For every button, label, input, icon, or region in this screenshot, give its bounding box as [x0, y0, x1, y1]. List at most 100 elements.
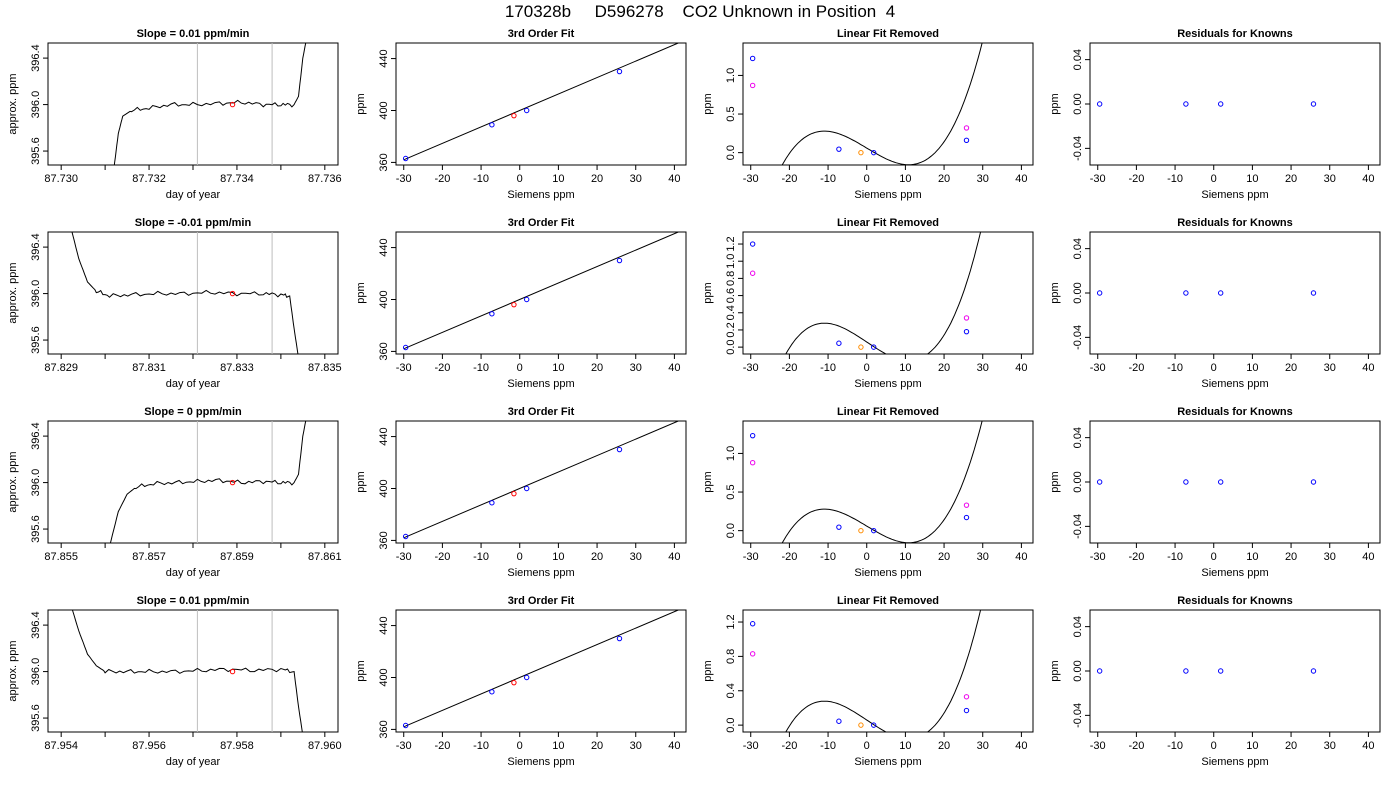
chart-6-point-blue — [870, 344, 877, 350]
chart-13-point-blue — [402, 722, 409, 729]
chart-13-ytick-label: 360 — [378, 720, 390, 738]
chart-5-xtick-label: 30 — [630, 362, 642, 374]
chart-6-title: Linear Fit Removed — [837, 217, 939, 229]
chart-3-panel: Residuals for Knowns -30 -20 -10 0 10 20 30 40 -0… — [1049, 28, 1381, 201]
chart-14-xtick-label: -20 — [781, 740, 797, 752]
chart-11-ylabel: ppm — [1049, 471, 1061, 492]
chart-13-xtick-label: -30 — [396, 740, 412, 752]
chart-8-ytick-label: 395.6 — [30, 515, 42, 543]
chart-5-point-blue — [489, 311, 495, 317]
chart-6-point-orange — [858, 344, 864, 350]
chart-11-xtick-label: 30 — [1324, 551, 1336, 563]
chart-5-xtick-label: 0 — [517, 362, 523, 374]
chart-8-xtick-label: 87.859 — [220, 551, 254, 563]
chart-3-ylabel: ppm — [1049, 93, 1061, 114]
chart-10-xtick-label: 40 — [1015, 551, 1027, 563]
chart-9-marks — [402, 421, 679, 540]
chart-13-point-blue — [616, 635, 623, 642]
chart-5-xtick-label: -20 — [434, 362, 450, 374]
chart-12-ytick-label: 396.4 — [30, 611, 42, 639]
chart-0-ytick-label: 396.4 — [30, 44, 42, 72]
chart-12-xtick-label: 87.954 — [44, 740, 78, 752]
chart-6-ytick-label: 0.0 — [725, 339, 737, 354]
chart-4-marks — [71, 232, 299, 354]
chart-9-fit-line — [403, 421, 679, 539]
chart-10-point-magenta — [749, 459, 756, 466]
chart-14-ytick-label: 0.8 — [725, 649, 737, 664]
chart-14-xtick-label: -10 — [820, 740, 836, 752]
chart-7-point-blue — [1096, 290, 1103, 296]
chart-13-ylabel: ppm — [355, 660, 367, 681]
chart-2-point-magenta — [749, 82, 756, 89]
chart-3-ytick-label: 0.00 — [1072, 93, 1084, 114]
chart-14-panel: Linear Fit Removed -30 -20 -10 0 10 20 30 40 0.0 0… — [702, 595, 1034, 768]
chart-0-panel: Slope = 0.01 ppm/min 87.730 87.732 87.734 87… — [7, 28, 342, 201]
chart-14-xtick-label: 30 — [977, 740, 989, 752]
chart-8-ytick-label: 396.0 — [30, 469, 42, 497]
chart-15-frame — [1089, 609, 1381, 733]
chart-5-xtick-label: 40 — [668, 362, 680, 374]
chart-14-point-blue — [836, 718, 842, 724]
chart-13-xtick-label: -20 — [434, 740, 450, 752]
chart-1-xtick-label: 10 — [552, 173, 564, 185]
chart-4-ytick-label: 396.4 — [30, 233, 42, 261]
chart-11-panel: Residuals for Knowns -30 -20 -10 0 10 20 30 40 -0… — [1049, 406, 1381, 579]
chart-9-point-blue — [616, 446, 623, 453]
chart-5-panel: 3rd Order Fit -30 -20 -10 0 10 20 30 40 360 400 440… — [355, 217, 687, 390]
chart-1-point-blue — [616, 68, 623, 75]
chart-8-xtick-label: 87.855 — [44, 551, 78, 563]
chart-7-xlabel: Siemens ppm — [1201, 378, 1268, 390]
chart-13-point-red — [511, 679, 517, 686]
chart-1-frame — [395, 42, 687, 166]
chart-14-xtick-label: 20 — [938, 740, 950, 752]
chart-10-point-blue — [870, 527, 877, 534]
chart-14-point-blue — [963, 707, 970, 714]
page-title: 170328b D596278 CO2 Unknown in Position … — [504, 2, 896, 21]
chart-10-title: Linear Fit Removed — [837, 406, 939, 418]
chart-5-point-blue — [523, 296, 530, 303]
chart-2-fit-curve — [781, 43, 983, 165]
chart-2-point-blue — [963, 137, 970, 143]
chart-15-ytick-label: -0.04 — [1072, 703, 1084, 728]
chart-6-fit-curve — [785, 232, 982, 354]
chart-10-xtick-label: -10 — [820, 551, 836, 563]
chart-14-point-magenta — [749, 651, 756, 657]
chart-6-xtick-label: -20 — [781, 362, 797, 374]
chart-13-xtick-label: 0 — [517, 740, 523, 752]
chart-3-point-blue — [1096, 101, 1103, 107]
chart-11-title: Residuals for Knowns — [1177, 406, 1293, 418]
chart-10-fit-curve — [781, 421, 983, 543]
chart-3-point-blue — [1310, 101, 1317, 107]
chart-8-unknown-point — [229, 479, 236, 486]
chart-14-ytick-label: 0.0 — [725, 717, 737, 732]
chart-5-ylabel: ppm — [355, 282, 367, 303]
chart-10-xtick-label: -30 — [743, 551, 759, 563]
chart-8-series-line — [109, 421, 307, 543]
chart-15-point-blue — [1183, 668, 1189, 674]
chart-11-point-blue — [1096, 479, 1103, 485]
chart-11-xtick-label: 0 — [1211, 551, 1217, 563]
chart-10-ylabel: ppm — [702, 471, 714, 492]
chart-8-xtick-label: 87.861 — [308, 551, 342, 563]
chart-13-point-blue — [489, 689, 495, 695]
chart-9-point-blue — [523, 485, 530, 492]
chart-0-xtick-label: 87.734 — [220, 173, 254, 185]
chart-6-xtick-label: -30 — [743, 362, 759, 374]
chart-4-xlabel: day of year — [166, 378, 221, 390]
chart-1-ytick-label: 440 — [378, 49, 390, 67]
chart-3-marks — [1096, 101, 1317, 107]
chart-2-ytick-label: 0.5 — [725, 106, 737, 121]
chart-13-xtick-label: 10 — [552, 740, 564, 752]
chart-0-marks — [113, 43, 307, 165]
chart-4-title: Slope = -0.01 ppm/min — [135, 217, 252, 229]
chart-7-xtick-label: 40 — [1362, 362, 1374, 374]
chart-1-title: 3rd Order Fit — [508, 28, 575, 40]
chart-5-xtick-label: 20 — [591, 362, 603, 374]
chart-2-frame — [742, 42, 1034, 166]
chart-10-xtick-label: -20 — [781, 551, 797, 563]
chart-13-ytick-label: 440 — [378, 616, 390, 634]
chart-14-point-orange — [858, 722, 864, 728]
chart-7-title: Residuals for Knowns — [1177, 217, 1293, 229]
chart-7-ytick-label: 0.00 — [1072, 282, 1084, 303]
